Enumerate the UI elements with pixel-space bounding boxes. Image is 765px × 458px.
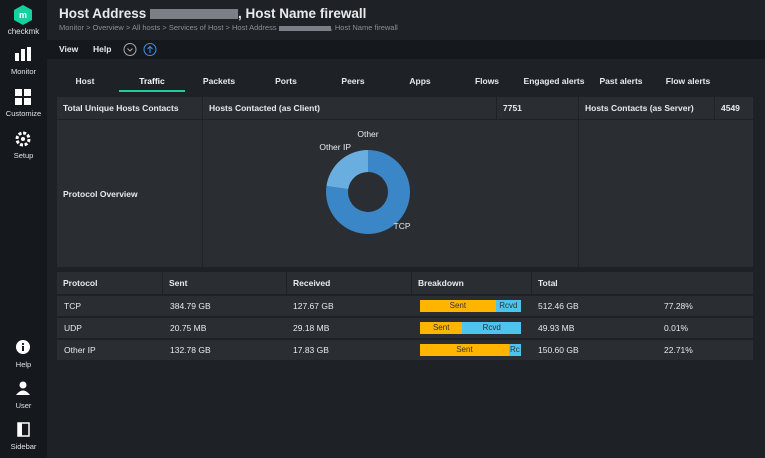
column-header: Sent xyxy=(163,272,286,294)
column-header: Breakdown xyxy=(412,272,531,294)
column-header: Received xyxy=(287,272,411,294)
summary-label: Hosts Contacts (as Server) xyxy=(579,97,714,119)
sent-segment: Sent xyxy=(420,344,509,356)
table-row xyxy=(57,296,753,316)
table-cell: Other IP xyxy=(64,340,96,360)
table-cell: 29.18 MB xyxy=(293,318,329,338)
tab[interactable]: Host xyxy=(50,76,120,86)
table-cell: 150.60 GB xyxy=(538,340,579,360)
tab[interactable]: Traffic xyxy=(117,76,187,86)
menu-item[interactable]: Help xyxy=(93,44,111,54)
table-cell: UDP xyxy=(64,318,82,338)
table-cell: TCP xyxy=(64,296,81,316)
nav-label[interactable]: User xyxy=(0,401,47,410)
logo-icon: m xyxy=(12,4,34,26)
tab[interactable]: Ports xyxy=(251,76,321,86)
sent-segment: Sent xyxy=(420,300,496,312)
table-cell: 0.01% xyxy=(664,318,688,338)
pie-label: Other xyxy=(357,129,378,139)
tab[interactable]: Apps xyxy=(385,76,455,86)
pie-label: Other IP xyxy=(319,142,351,152)
user-icon[interactable] xyxy=(16,381,30,395)
logo-text: checkmk xyxy=(0,27,47,36)
table-cell: 512.46 GB xyxy=(538,296,579,316)
nav-label[interactable]: Sidebar xyxy=(0,442,47,451)
title-text: Host Address xyxy=(59,6,146,21)
column-header: Protocol xyxy=(57,272,162,294)
menu-bar: View Help xyxy=(47,40,765,59)
summary-label: Total Unique Hosts Contacts xyxy=(57,97,202,119)
pie-slice xyxy=(326,150,368,189)
help-icon[interactable] xyxy=(16,340,30,354)
breakdown-bar: SentRcvd xyxy=(420,300,521,312)
sent-segment: Sent xyxy=(420,322,462,334)
table-cell: 384.79 GB xyxy=(170,296,211,316)
breakdown-bar: SentRcvd xyxy=(420,322,521,334)
svg-text:m: m xyxy=(19,10,27,20)
table-row xyxy=(57,318,753,338)
breadcrumb-text[interactable]: Monitor > Overview > All hosts > Service… xyxy=(59,23,277,32)
table-cell: 20.75 MB xyxy=(170,318,206,338)
nav-label[interactable]: Setup xyxy=(0,151,47,160)
summary-label: Hosts Contacted (as Client) xyxy=(203,97,496,119)
segment-label: Sent xyxy=(420,344,509,356)
tab[interactable]: Past alerts xyxy=(586,76,656,86)
menu-icons[interactable] xyxy=(123,42,157,57)
menu-item[interactable]: View xyxy=(59,44,78,54)
table-cell: 22.71% xyxy=(664,340,693,360)
redaction xyxy=(279,26,331,31)
redaction xyxy=(150,9,238,19)
sidebar-icon[interactable] xyxy=(17,422,30,437)
breadcrumb-text[interactable]: , Host Name firewall xyxy=(331,23,398,32)
breadcrumb: Monitor > Overview > All hosts > Service… xyxy=(59,23,398,32)
segment-label: Rc xyxy=(509,344,521,356)
nav-label[interactable]: Help xyxy=(0,360,47,369)
rcvd-segment: Rcvd xyxy=(462,322,521,334)
page-title: Host Address , Host Name firewall xyxy=(59,6,366,21)
summary-value: 4549 xyxy=(715,97,753,119)
pie-label: TCP xyxy=(394,221,411,231)
sidebar: m checkmk Monitor Customize Setup Help U… xyxy=(0,0,47,458)
table-cell: 127.67 GB xyxy=(293,296,334,316)
segment-label: Rcvd xyxy=(496,300,521,312)
table-cell: 77.28% xyxy=(664,296,693,316)
title-text: , Host Name firewall xyxy=(238,6,366,21)
segment-label: Sent xyxy=(420,300,496,312)
customize-icon[interactable] xyxy=(15,89,31,105)
rcvd-segment: Rcvd xyxy=(496,300,521,312)
table-cell: 132.78 GB xyxy=(170,340,211,360)
nav-label[interactable]: Customize xyxy=(0,109,47,118)
table-cell: 49.93 MB xyxy=(538,318,574,338)
tab[interactable]: Flows xyxy=(452,76,522,86)
pie-chart: TCP Other IP Other xyxy=(203,120,578,267)
empty-cell xyxy=(579,120,753,267)
summary-value: 7751 xyxy=(497,97,578,119)
table-cell: 17.83 GB xyxy=(293,340,329,360)
segment-label: Sent xyxy=(420,322,462,334)
table-row xyxy=(57,340,753,360)
tab[interactable]: Peers xyxy=(318,76,388,86)
tab[interactable]: Packets xyxy=(184,76,254,86)
overview-label: Protocol Overview xyxy=(57,120,202,267)
tab[interactable]: Flow alerts xyxy=(653,76,723,86)
setup-icon[interactable] xyxy=(15,131,31,147)
tab[interactable]: Engaged alerts xyxy=(519,76,589,86)
tab-underline xyxy=(119,90,185,92)
nav-label[interactable]: Monitor xyxy=(0,67,47,76)
segment-label: Rcvd xyxy=(462,322,521,334)
rcvd-segment: Rc xyxy=(509,344,521,356)
breakdown-bar: SentRc xyxy=(420,344,521,356)
column-header: Total xyxy=(532,272,753,294)
monitor-icon[interactable] xyxy=(15,47,31,61)
